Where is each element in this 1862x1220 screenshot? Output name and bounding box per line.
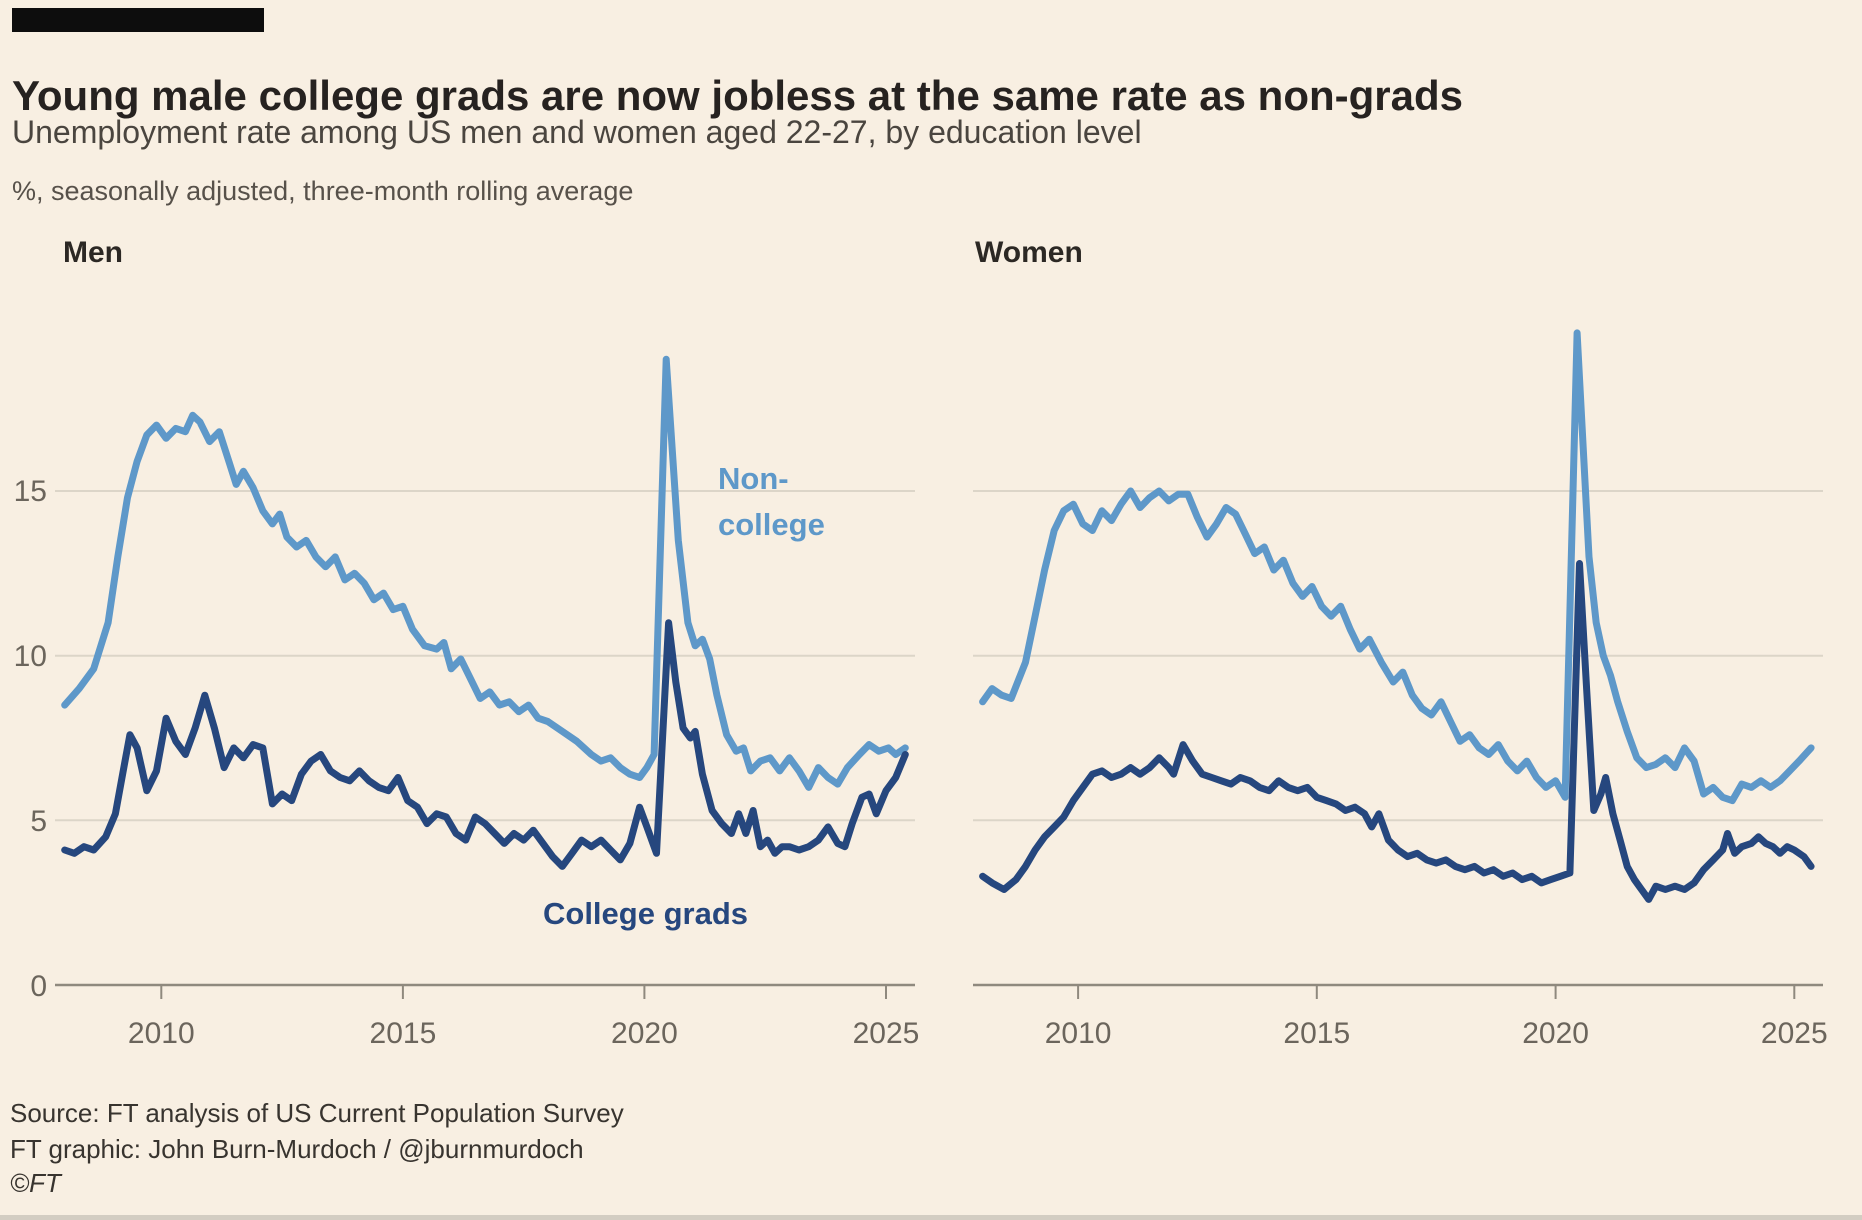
chart-men-plot: 2010 2015 2020 2025	[55, 355, 919, 1050]
series-label-college-grads: College grads	[543, 896, 748, 931]
svg-text:2015: 2015	[1283, 1017, 1350, 1050]
chart-women-plot: 2010 2015 2020 2025	[973, 329, 1828, 1050]
series-label-non-college: Non- college	[718, 456, 825, 548]
series-label-non-college-line2: college	[718, 507, 825, 542]
chart-subtitle: Unemployment rate among US men and women…	[12, 114, 1142, 150]
svg-text:2010: 2010	[1045, 1017, 1112, 1050]
svg-text:2010: 2010	[128, 1017, 195, 1050]
copyright-ft: ©FT	[10, 1168, 61, 1198]
chart-women: 2010 2015 2020 2025	[973, 300, 1828, 1060]
window-bottom-edge	[0, 1215, 1862, 1220]
svg-text:2020: 2020	[1522, 1017, 1589, 1050]
svg-text:2025: 2025	[1761, 1017, 1828, 1050]
y-axis-label-15: 15	[13, 475, 47, 508]
panel-heading-women: Women	[975, 236, 1083, 269]
source-note: Source: FT analysis of US Current Popula…	[10, 1098, 624, 1128]
svg-text:2025: 2025	[853, 1017, 920, 1050]
graphic-credit: FT graphic: John Burn-Murdoch / @jburnmu…	[10, 1134, 584, 1164]
chart-unit-note: %, seasonally adjusted, three-month roll…	[12, 176, 634, 206]
series-label-non-college-line1: Non-	[718, 461, 789, 496]
chart-men: 2010 2015 2020 2025	[55, 300, 919, 1060]
ft-brand-bar	[12, 8, 264, 32]
y-axis-label-0: 0	[30, 970, 47, 1003]
svg-text:2020: 2020	[611, 1017, 678, 1050]
svg-text:2015: 2015	[370, 1017, 437, 1050]
y-axis-label-5: 5	[30, 805, 47, 838]
page-title: Young male college grads are now jobless…	[12, 72, 1463, 120]
panel-heading-men: Men	[63, 236, 123, 269]
y-axis-label-10: 10	[13, 640, 47, 673]
